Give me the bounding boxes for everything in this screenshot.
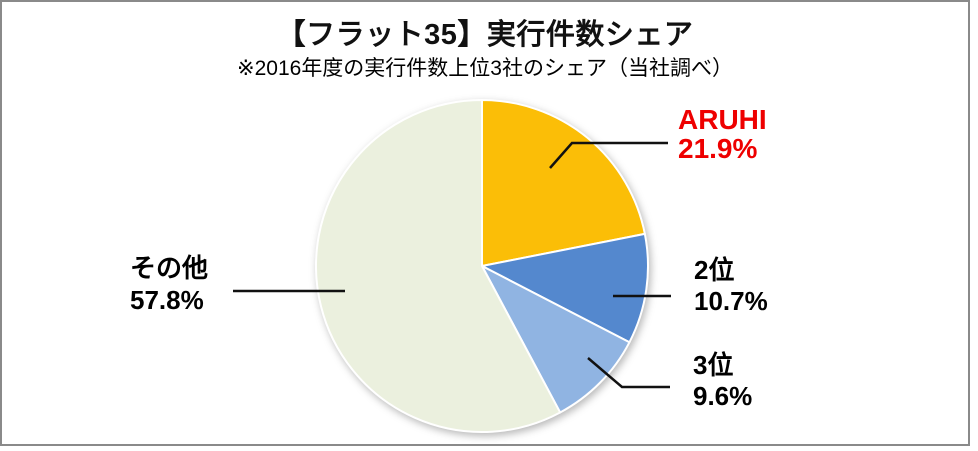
callout-aruhi-pct: 21.9% (678, 133, 758, 164)
callout-rank2-pct: 10.7% (694, 286, 768, 316)
callout-aruhi-label: ARUHI (678, 104, 767, 135)
callout-rank2-label: 2位 (694, 255, 735, 285)
aruhi-leader-line (549, 141, 668, 169)
pie-slice-3 (315, 99, 562, 433)
rank3-leader-line (587, 357, 670, 389)
callout-others: その他 57.8% (130, 252, 208, 316)
pie-slice-0 (481, 99, 646, 267)
callout-aruhi: ARUHI 21.9% (678, 105, 767, 163)
pie-slice-1 (481, 232, 649, 344)
callout-rank3-label: 3位 (693, 350, 734, 380)
callout-rank2: 2位 10.7% (694, 255, 768, 317)
chart-title: 【フラット35】実行件数シェア (276, 19, 694, 51)
pie-slice-2 (481, 265, 631, 414)
callout-rank3: 3位 9.6% (693, 350, 752, 412)
callout-others-label: その他 (130, 253, 209, 283)
pie-slices-group (315, 99, 649, 433)
callout-others-pct: 57.8% (130, 285, 204, 315)
callout-rank3-pct: 9.6% (693, 381, 753, 411)
chart-subtitle: ※2016年度の実行件数上位3社のシェア（当社調べ） (237, 57, 733, 80)
